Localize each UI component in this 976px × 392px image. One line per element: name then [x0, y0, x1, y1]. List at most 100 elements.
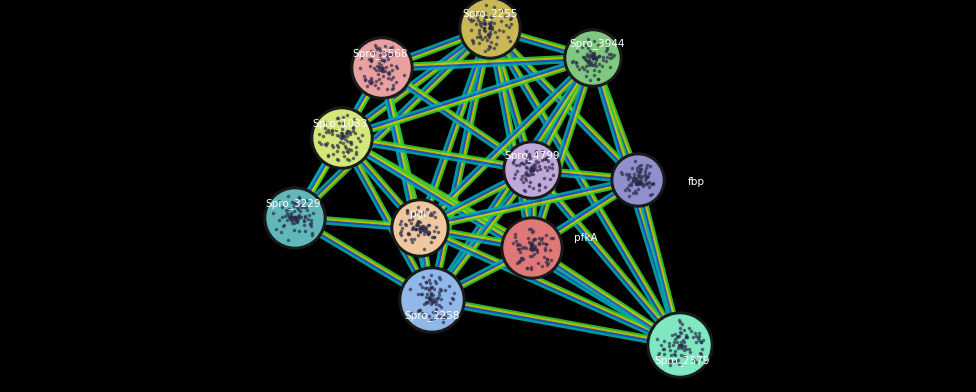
Point: [539, 154, 554, 160]
Point: [518, 265, 534, 271]
Point: [435, 315, 451, 321]
Point: [420, 228, 435, 234]
Point: [285, 217, 301, 223]
Point: [522, 240, 538, 247]
Point: [403, 310, 419, 316]
Point: [530, 260, 546, 266]
Point: [637, 181, 653, 187]
Point: [409, 226, 425, 232]
Point: [481, 20, 497, 26]
Point: [287, 216, 303, 222]
Point: [688, 339, 704, 345]
Point: [518, 158, 534, 164]
Point: [525, 245, 541, 252]
Point: [296, 204, 311, 211]
Point: [654, 341, 670, 348]
Point: [404, 238, 420, 245]
Point: [280, 212, 296, 218]
Point: [379, 49, 394, 56]
Point: [630, 165, 645, 171]
Point: [498, 13, 513, 19]
Point: [641, 178, 657, 185]
Point: [527, 161, 543, 167]
Point: [477, 14, 493, 20]
Point: [411, 291, 427, 297]
Point: [291, 213, 306, 220]
Point: [480, 31, 496, 37]
Circle shape: [614, 156, 662, 204]
Point: [414, 310, 429, 316]
Point: [532, 162, 548, 169]
Point: [632, 166, 648, 172]
Point: [523, 179, 539, 185]
Point: [510, 246, 526, 252]
Point: [510, 258, 526, 265]
Point: [283, 216, 299, 223]
Point: [663, 352, 678, 358]
Point: [423, 285, 438, 291]
Point: [466, 16, 481, 23]
Point: [532, 240, 548, 246]
Circle shape: [311, 107, 373, 169]
Point: [468, 20, 484, 27]
Point: [524, 167, 540, 173]
Point: [672, 329, 688, 335]
Point: [431, 292, 447, 298]
Point: [409, 220, 425, 226]
Point: [471, 30, 487, 36]
Point: [627, 171, 642, 177]
Point: [668, 330, 683, 337]
Point: [540, 256, 555, 262]
Point: [276, 222, 292, 229]
Point: [289, 218, 305, 224]
Point: [545, 165, 560, 171]
Point: [640, 172, 656, 179]
Point: [472, 20, 488, 27]
Point: [516, 187, 532, 194]
Point: [521, 182, 537, 189]
Point: [633, 175, 649, 181]
Point: [586, 55, 601, 61]
Point: [637, 171, 653, 177]
Point: [284, 199, 300, 205]
Point: [634, 172, 650, 179]
Point: [362, 63, 378, 69]
Point: [397, 237, 413, 243]
Point: [412, 281, 427, 287]
Point: [667, 359, 682, 365]
Point: [289, 200, 305, 206]
Point: [511, 245, 527, 252]
Point: [469, 14, 485, 20]
Point: [383, 62, 398, 68]
Point: [500, 34, 515, 40]
Point: [544, 235, 559, 241]
Point: [525, 246, 541, 252]
Point: [482, 24, 498, 30]
Point: [642, 192, 658, 198]
Point: [521, 239, 537, 245]
Point: [392, 230, 408, 236]
Point: [462, 15, 477, 21]
Point: [313, 141, 329, 147]
Point: [618, 171, 633, 177]
Point: [536, 175, 551, 181]
Point: [637, 168, 653, 174]
Point: [268, 226, 284, 232]
Point: [372, 64, 387, 70]
Point: [320, 152, 336, 158]
Point: [628, 178, 643, 184]
Point: [524, 229, 540, 235]
Point: [352, 138, 368, 144]
Point: [375, 65, 390, 71]
Point: [423, 272, 438, 278]
Point: [591, 61, 607, 67]
Point: [413, 224, 428, 230]
Point: [580, 45, 595, 51]
Circle shape: [611, 153, 665, 207]
Point: [519, 171, 535, 177]
Point: [399, 208, 415, 214]
Point: [579, 42, 594, 48]
Point: [403, 236, 419, 242]
Point: [405, 224, 421, 230]
Point: [571, 65, 587, 72]
